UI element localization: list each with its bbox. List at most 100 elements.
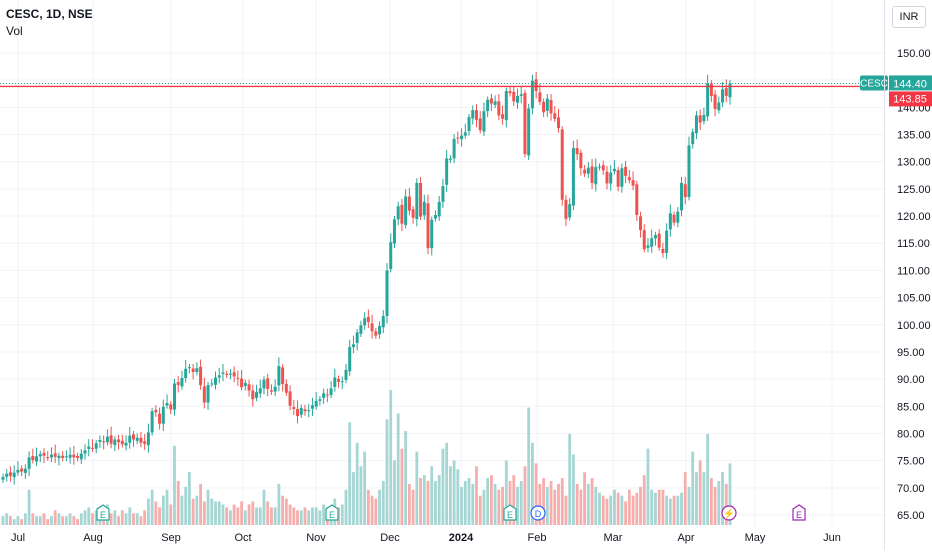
candle-body (1, 476, 5, 480)
candle-body (16, 469, 20, 473)
volume-bar (586, 483, 590, 525)
volume-bar (642, 475, 646, 525)
candle-body (27, 457, 31, 469)
volume-bar (516, 486, 519, 525)
volume-bar (434, 480, 437, 525)
volume-bar (176, 480, 180, 525)
volume-bar (348, 422, 352, 525)
candle-body (456, 137, 460, 139)
volume-bar (441, 448, 445, 525)
candle-body (277, 366, 281, 386)
candle-body (292, 407, 296, 410)
candle-body (325, 394, 329, 396)
volume-bar (501, 486, 504, 525)
x-tick-label: Nov (306, 532, 326, 544)
candle-body (564, 199, 568, 219)
last-price-label: 144.40 (893, 78, 927, 90)
candle-body (105, 436, 109, 443)
candle-body (131, 434, 135, 440)
candle-body (639, 216, 643, 231)
volume-indicator-label[interactable]: Vol (6, 24, 23, 38)
candle-body (530, 80, 534, 109)
candle-body (452, 138, 456, 159)
volume-bar (493, 483, 497, 525)
volume-bar (553, 489, 557, 525)
volume-bar (210, 498, 214, 525)
volume-bar (639, 486, 642, 525)
candle-body (448, 158, 452, 160)
volume-bar (147, 498, 150, 525)
candle-body (683, 184, 687, 198)
candle-body (12, 472, 16, 478)
volume-bar (266, 501, 270, 525)
volume-bar (117, 516, 120, 525)
currency-button[interactable]: INR (892, 6, 926, 28)
candle-body (176, 382, 180, 386)
volume-bar (202, 501, 206, 525)
candle-body (68, 454, 72, 458)
volume-bar (255, 507, 258, 525)
volume-bar (68, 513, 72, 525)
candle-body (523, 92, 527, 155)
volume-bar (344, 489, 348, 525)
candle-body (210, 383, 214, 385)
candle-body (501, 114, 505, 119)
candle-body (586, 167, 590, 174)
candle-body (698, 115, 702, 123)
candle-body (87, 446, 91, 449)
candle-body (527, 108, 531, 156)
y-tick-label: 100.00 (897, 320, 931, 332)
volume-bar (504, 460, 508, 525)
candle-body (437, 201, 441, 217)
candle-body (661, 248, 665, 254)
symbol-tag-label: CESC (860, 78, 888, 89)
volume-bar (72, 516, 76, 525)
volume-bar (16, 516, 20, 525)
volume-bar (519, 480, 523, 525)
candle-body (109, 435, 113, 444)
candle-body (694, 115, 698, 134)
candle-body (583, 169, 587, 174)
candle-body (378, 325, 382, 335)
candle-body (206, 385, 210, 403)
candle-body (497, 101, 501, 116)
candle-body (199, 366, 203, 386)
chart-legend: CESC, 1D, NSE Vol (6, 6, 93, 40)
volume-bar (64, 516, 68, 525)
volume-bar (225, 507, 229, 525)
volume-bar (654, 492, 657, 525)
candle-body (221, 372, 225, 374)
volume-bar (314, 507, 318, 525)
volume-bar (161, 495, 165, 525)
x-tick-label: 2024 (449, 532, 474, 544)
volume-bar (20, 519, 24, 525)
candle-body (228, 373, 232, 375)
candle-body (42, 452, 46, 456)
volume-bar (23, 513, 27, 525)
volume-bar (27, 489, 31, 525)
candle-body (262, 379, 266, 389)
volume-bar (135, 513, 139, 525)
candle-body (713, 94, 717, 109)
candle-body (594, 167, 598, 185)
volume-bar (564, 495, 568, 525)
candle-body (139, 437, 143, 443)
volume-bar (448, 466, 452, 525)
volume-bar (303, 507, 307, 525)
candle-body (180, 378, 184, 387)
candle-body (359, 325, 363, 334)
candle-body (94, 443, 98, 449)
volume-bar (381, 480, 385, 525)
volume-bar (139, 516, 143, 525)
volume-bar (445, 442, 449, 525)
candle-body (172, 383, 176, 410)
candle-body (620, 168, 624, 187)
candle-body (374, 331, 378, 336)
candle-body (609, 172, 613, 184)
candle-body (631, 180, 635, 186)
candle-body (721, 89, 725, 103)
candle-body (534, 79, 538, 92)
candle-body (486, 99, 490, 112)
symbol-title[interactable]: CESC, 1D, NSE (6, 7, 93, 21)
